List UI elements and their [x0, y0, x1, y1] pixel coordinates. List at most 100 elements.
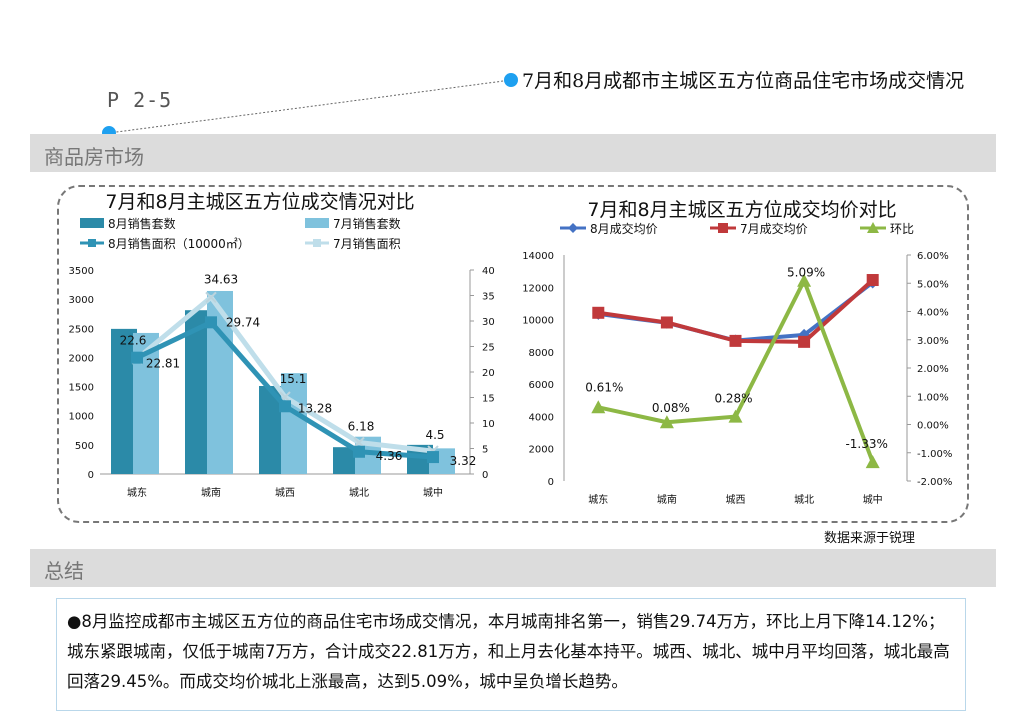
- data-label-aug-area: 29.74: [226, 315, 260, 329]
- price-comparison-chart: 7月和8月主城区五方位成交均价对比 8月成交均价 7月成交均价 环比 0 2000 40…: [522, 199, 952, 506]
- data-label-jul-area: 4.5: [425, 428, 444, 442]
- chart1-lines: [131, 291, 439, 464]
- page-title: 7月和8月成都市主城区五方位商品住宅市场成交情况: [522, 70, 965, 92]
- marker-aug-area: [205, 316, 217, 329]
- chart2-title: 7月和8月主城区五方位成交均价对比: [587, 199, 896, 221]
- left-tick-label: 0: [88, 470, 94, 481]
- left-tick-label: 6000: [529, 380, 554, 391]
- data-label-mom: 0.28%: [714, 392, 752, 406]
- marker-jul-price: [729, 334, 742, 347]
- right-tick-label: 10: [482, 419, 495, 430]
- chart2-data-labels: 0.61% 0.08% 0.28% 5.09% -1.33%: [585, 266, 888, 451]
- marker-jul-price: [660, 316, 673, 329]
- legend-label: 8月销售套数: [108, 216, 176, 231]
- left-tick-label: 500: [75, 441, 94, 452]
- category-label: 城南: [657, 493, 677, 506]
- left-tick-label: 0: [548, 477, 554, 488]
- series-line-1: [598, 278, 875, 344]
- marker-mom-change: [865, 455, 880, 469]
- data-label-mom: 5.09%: [787, 266, 825, 280]
- data-label-aug-area: 4.36: [376, 449, 403, 463]
- legend-swatch-marker: [718, 223, 728, 233]
- right-tick-label: 0.00%: [917, 421, 949, 432]
- right-tick-label: 40: [482, 266, 495, 277]
- chart1-data-labels: 22.81 29.74 13.28 4.36 3.32 22.6 34.63 15.1 6.18…: [120, 272, 477, 468]
- marker-jul-price: [798, 335, 811, 348]
- right-tick-label: -1.00%: [917, 449, 952, 460]
- right-tick-label: 6.00%: [917, 251, 949, 262]
- data-label-jul-area: 34.63: [204, 272, 238, 286]
- data-label-mom: 0.08%: [652, 401, 690, 415]
- right-tick-label: -2.00%: [917, 477, 952, 488]
- left-tick-label: 10000: [522, 316, 554, 327]
- category-label: 城北: [794, 494, 814, 506]
- category-label: 城东: [127, 486, 147, 499]
- data-label-mom: 0.61%: [585, 380, 623, 394]
- marker-mom-change: [659, 415, 674, 429]
- category-label: 城西: [275, 487, 295, 499]
- legend-label: 7月销售套数: [333, 216, 401, 231]
- legend-label: 7月销售面积: [333, 236, 401, 251]
- right-tick-label: 3.00%: [917, 336, 949, 347]
- series-line-0: [598, 280, 874, 343]
- right-tick-label: 30: [482, 317, 495, 328]
- summary-text: ●8月监控成都市主城区五方位的商品住宅市场成交情况，本月城南排名第一，销售29.…: [67, 612, 950, 691]
- category-label: 城南: [201, 486, 221, 499]
- chart2-legend: 8月成交均价 7月成交均价 环比: [560, 221, 914, 236]
- category-label: 城西: [726, 494, 746, 506]
- chart1-title: 7月和8月主城区五方位成交情况对比: [105, 191, 414, 213]
- legend-swatch-bar: [80, 218, 104, 228]
- marker-aug-area: [131, 351, 143, 364]
- legend-label: 8月成交均价: [590, 221, 658, 236]
- marker-aug-area: [353, 445, 365, 458]
- marker-mom-change: [591, 400, 606, 414]
- right-tick-label: 4.00%: [917, 308, 949, 319]
- left-tick-label: 12000: [522, 283, 554, 294]
- section-bar-market: [30, 134, 996, 172]
- marker-jul-area: [205, 291, 217, 304]
- left-tick-label: 2500: [69, 324, 94, 335]
- left-tick-label: 1500: [69, 383, 94, 394]
- category-label: 城中: [863, 493, 883, 506]
- legend-label: 环比: [890, 222, 914, 236]
- chart2-lines: [591, 273, 880, 469]
- left-tick-label: 14000: [522, 251, 554, 262]
- right-tick-label: 0: [482, 470, 488, 481]
- data-label-aug-area: 22.81: [146, 357, 180, 371]
- left-tick-label: 3500: [69, 266, 94, 277]
- data-label-aug-area: 13.28: [298, 401, 332, 415]
- section-title-summary: 总结: [44, 559, 84, 583]
- legend-swatch-marker: [568, 223, 578, 233]
- left-tick-label: 2000: [69, 353, 94, 364]
- marker-mom-change: [728, 409, 743, 423]
- right-tick-label: 20: [482, 368, 495, 379]
- right-tick-label: 2.00%: [917, 364, 949, 375]
- marker-jul-price: [592, 306, 605, 319]
- right-tick-label: 35: [482, 292, 495, 303]
- series-line-2: [597, 278, 875, 463]
- left-tick-label: 3000: [69, 295, 94, 306]
- category-label: 城东: [588, 493, 608, 506]
- title-bullet-dot: [504, 73, 518, 87]
- right-tick-label: 1.00%: [917, 392, 949, 403]
- sales-comparison-chart: 7月和8月主城区五方位成交情况对比 8月销售套数 7月销售套数 8月销售面积（100…: [69, 191, 495, 499]
- page-number-label: P 2-5: [107, 88, 173, 112]
- chart2-axes: 0 2000 4000 6000 8000 10000 12000 14000 -2.00% -1…: [522, 251, 952, 506]
- data-label-jul-area: 6.18: [348, 419, 375, 433]
- left-tick-label: 2000: [529, 445, 554, 456]
- charts-frame: [57, 185, 969, 523]
- marker-aug-area: [279, 400, 291, 413]
- data-label-aug-area: 3.32: [450, 454, 477, 468]
- data-label-jul-area: 15.1: [280, 372, 307, 386]
- legend-swatch-bar: [305, 218, 329, 228]
- legend-swatch-marker: [313, 239, 321, 247]
- right-tick-label: 25: [482, 343, 495, 354]
- bar-aug-units: [185, 310, 211, 474]
- data-label-jul-area: 22.6: [120, 334, 147, 348]
- summary-box: ●8月监控成都市主城区五方位的商品住宅市场成交情况，本月城南排名第一，销售29.…: [56, 598, 966, 711]
- marker-jul-price: [866, 274, 879, 287]
- section-title-market: 商品房市场: [44, 145, 144, 169]
- legend-label: 8月销售面积（10000㎡）: [108, 236, 250, 251]
- right-tick-label: 5.00%: [917, 279, 949, 290]
- marker-mom-change: [797, 273, 812, 287]
